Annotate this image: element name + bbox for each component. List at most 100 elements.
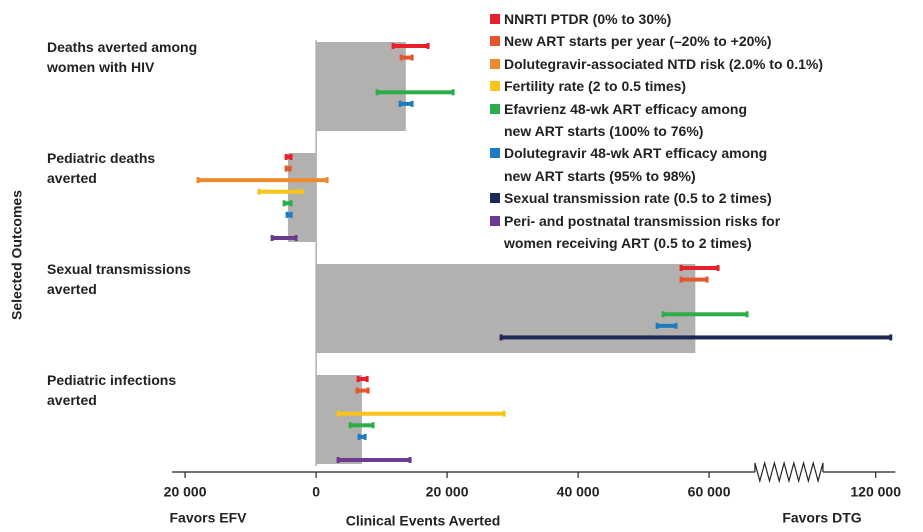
range-cap — [348, 422, 352, 429]
range-cap — [499, 334, 503, 341]
legend-label: Dolutegravir-associated NTD risk (2.0% t… — [504, 55, 823, 72]
x-tick-label: 20 000 — [164, 484, 207, 500]
x-tick-label: 20 000 — [426, 484, 469, 500]
range-bar — [338, 458, 411, 462]
legend-label: Fertility rate (2 to 0.5 times) — [504, 78, 687, 95]
range-cap — [716, 265, 720, 271]
range-cap — [679, 265, 683, 271]
x-tick-label: 0 — [312, 484, 320, 500]
range-bar — [400, 101, 413, 106]
range-bar — [284, 201, 292, 206]
range-cap — [284, 165, 288, 172]
legend-item: NNRTI PTDR (0% to 30%) — [490, 8, 823, 30]
legend-swatch — [490, 14, 500, 24]
range-cap — [705, 276, 709, 283]
range-bar — [358, 377, 368, 381]
range-cap — [196, 177, 200, 184]
range-cap — [355, 387, 359, 394]
range-bar — [350, 423, 374, 428]
bar — [316, 42, 406, 131]
category-label-line: Pediatric deaths — [47, 150, 155, 166]
range-cap — [294, 235, 298, 241]
range-cap — [398, 100, 402, 107]
left-note: Favors EFV — [169, 510, 247, 526]
range-cap — [391, 43, 395, 49]
range-cap — [270, 235, 274, 241]
range-bar — [338, 411, 505, 416]
range-cap — [289, 154, 293, 160]
legend-item: Efavrienz 48-wk ART efficacy among new A… — [490, 98, 823, 143]
category-label: Sexual transmissions averted — [47, 261, 191, 297]
range-cap — [408, 457, 412, 463]
category-label-line: averted — [47, 281, 97, 297]
legend-swatch — [490, 193, 500, 204]
range-cap — [363, 433, 367, 440]
range-bar — [259, 189, 303, 194]
range-cap — [282, 200, 286, 207]
range-cap — [674, 322, 678, 329]
category-label-line: Deaths averted among — [47, 39, 197, 55]
legend-label: Dolutegravir 48-wk ART efficacy among ne… — [504, 145, 768, 184]
range-cap — [336, 410, 340, 417]
range-cap — [661, 311, 665, 318]
legend-label: Efavrienz 48-wk ART efficacy among new A… — [504, 100, 748, 140]
x-tick-label: 40 000 — [557, 484, 600, 500]
y-axis-label: Selected Outcomes — [9, 190, 25, 320]
category-label-line: Sexual transmissions — [47, 261, 191, 277]
range-bar — [286, 166, 291, 171]
range-cap — [679, 276, 683, 283]
legend-item: Fertility rate (2 to 0.5 times) — [490, 75, 823, 97]
range-cap — [300, 188, 304, 195]
legend-item: New ART starts per year (–20% to +20%) — [490, 30, 823, 52]
range-cap — [451, 89, 455, 96]
range-bar — [198, 178, 328, 183]
range-cap — [371, 422, 375, 429]
legend-swatch — [490, 81, 500, 92]
category-label-line: averted — [47, 170, 97, 186]
range-cap — [655, 322, 659, 329]
range-cap — [289, 211, 293, 218]
category-label: Pediatric infections averted — [47, 372, 176, 408]
range-cap — [289, 200, 293, 207]
range-cap — [375, 89, 379, 96]
legend-item: Dolutegravir 48-wk ART efficacy among ne… — [490, 142, 823, 187]
range-bar — [681, 266, 719, 270]
legend-swatch — [490, 215, 500, 226]
range-cap — [285, 211, 289, 218]
range-bar — [657, 323, 677, 328]
range-bar — [681, 277, 708, 282]
range-bar — [272, 236, 297, 240]
x-tick-label: 120 000 — [850, 484, 901, 500]
legend-label: Peri- and postnatal transmission risks f… — [504, 212, 781, 252]
range-bar — [663, 312, 748, 317]
range-cap — [410, 100, 414, 107]
range-cap — [889, 334, 893, 341]
x-tick-label: 60 000 — [688, 484, 731, 500]
bar — [316, 264, 696, 353]
range-bar — [359, 434, 366, 439]
right-note: Favors DTG — [782, 510, 861, 526]
legend-swatch — [490, 148, 500, 159]
range-cap — [399, 54, 403, 61]
range-cap — [426, 43, 430, 49]
category-label: Pediatric deaths averted — [47, 150, 155, 186]
category-label-line: averted — [47, 392, 97, 408]
legend-label: NNRTI PTDR (0% to 30%) — [504, 11, 672, 27]
range-cap — [356, 376, 360, 382]
legend-swatch — [490, 103, 500, 114]
legend-label: New ART starts per year (–20% to +20%) — [504, 33, 772, 50]
range-cap — [284, 154, 288, 160]
range-cap — [502, 410, 506, 417]
category-label: Deaths averted among women with HIV — [46, 39, 197, 75]
range-cap — [257, 188, 261, 195]
legend-item: Dolutegravir-associated NTD risk (2.0% t… — [490, 53, 823, 75]
range-bar — [287, 212, 292, 217]
category-label-line: women with HIV — [46, 59, 155, 75]
axis-break — [754, 460, 824, 484]
bar — [316, 375, 362, 464]
range-cap — [325, 177, 329, 184]
range-cap — [288, 165, 292, 172]
legend-item: Peri- and postnatal transmission risks f… — [490, 210, 823, 255]
legend: NNRTI PTDR (0% to 30%) New ART starts per… — [490, 8, 823, 254]
